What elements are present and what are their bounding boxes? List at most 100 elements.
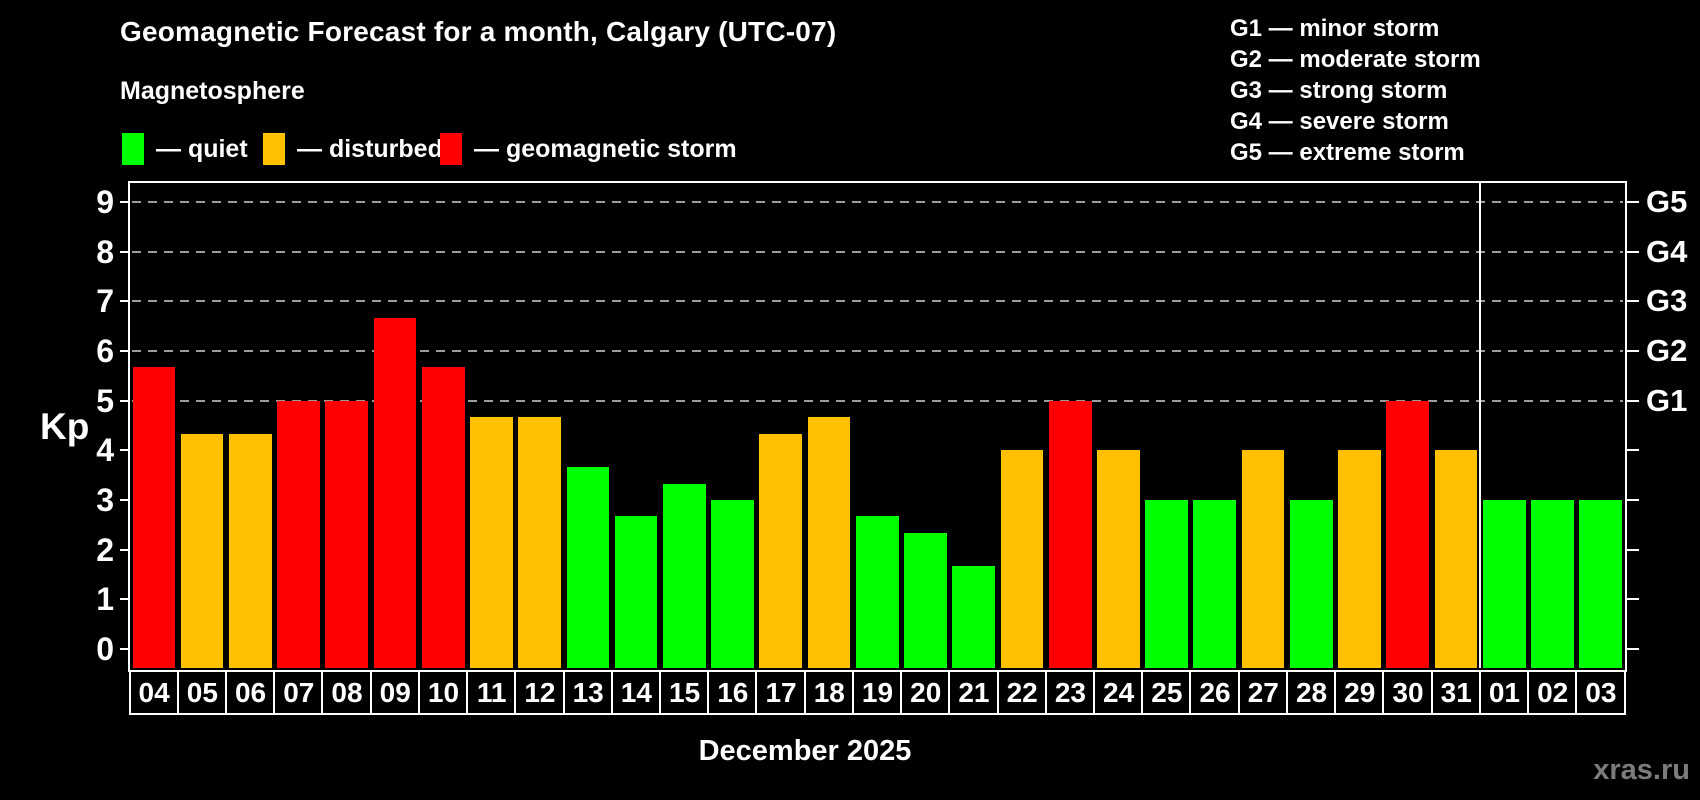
kp-bar-15 [662,483,706,668]
y-tick-left-0 [120,648,130,651]
kp-bar-14 [614,516,658,668]
disturbed-legend-label: — disturbed [297,135,443,163]
y-tick-label-3: 3 [96,482,114,519]
g-axis-label-g2: G2 [1646,332,1688,368]
x-axis-title: December 2025 [698,735,912,767]
y-tick-right-7 [1625,300,1639,303]
g5-legend-line: G5 — extreme storm [1230,139,1465,166]
y-tick-right-6 [1625,349,1639,352]
date-label-08: 08 [321,670,373,715]
watermark: xras.ru [1593,754,1690,786]
g-axis-label-g1: G1 [1646,382,1688,418]
date-label-02: 02 [1527,670,1579,715]
y-tick-label-9: 9 [96,183,114,220]
kp-bar-03 [1579,500,1622,668]
date-label-07: 07 [273,670,325,715]
date-label-31: 31 [1430,670,1482,715]
kp-bar-21 [952,566,996,668]
kp-bar-13 [566,466,610,668]
kp-gridline-6 [132,349,1623,352]
g1-legend-line: G1 — minor storm [1230,15,1440,42]
g2-legend-line: G2 — moderate storm [1230,46,1481,73]
kp-gridline-8 [132,250,1623,253]
date-label-25: 25 [1141,670,1193,715]
date-label-18: 18 [803,670,855,715]
y-tick-label-0: 0 [96,631,114,668]
y-tick-left-1 [120,598,130,601]
storm-legend-label: — geomagnetic storm [474,135,737,163]
date-label-27: 27 [1237,670,1289,715]
y-tick-right-9 [1625,200,1639,203]
y-tick-right-8 [1625,250,1639,253]
kp-bar-31 [1434,450,1478,668]
kp-bar-28 [1289,500,1333,668]
y-tick-left-7 [120,300,130,303]
date-label-24: 24 [1093,670,1145,715]
kp-bar-12 [518,417,562,668]
quiet-color-swatch [122,133,144,165]
y-tick-left-5 [120,399,130,402]
y-tick-left-6 [120,349,130,352]
kp-bar-23 [1048,400,1092,668]
kp-bar-08 [325,400,369,668]
date-label-11: 11 [466,670,518,715]
date-label-22: 22 [996,670,1048,715]
date-label-30: 30 [1382,670,1434,715]
kp-bar-29 [1338,450,1381,668]
date-label-13: 13 [562,670,614,715]
date-label-03: 03 [1575,670,1627,715]
y-tick-left-3 [120,499,130,502]
date-label-05: 05 [176,670,228,715]
y-tick-left-8 [120,250,130,253]
kp-bar-16 [711,500,754,668]
date-label-06: 06 [224,670,277,715]
y-tick-right-2 [1625,548,1639,551]
plot-area: 04 05 06 07 08 09 10 11 12 13 14 15 16 17 18 19 20 21 22 23… [96,181,1687,715]
y-tick-label-2: 2 [96,531,114,568]
disturbed-color-swatch [263,133,285,165]
kp-bar-19 [855,516,899,668]
date-label-10: 10 [417,670,470,715]
date-label-14: 14 [610,670,662,715]
y-tick-left-9 [120,200,130,203]
y-tick-right-3 [1625,499,1639,502]
y-tick-label-1: 1 [96,581,114,618]
date-label-12: 12 [514,670,566,715]
g-axis-label-g4: G4 [1646,233,1688,269]
date-label-23: 23 [1044,670,1096,715]
y-tick-left-2 [120,548,130,551]
g3-legend-line: G3 — strong storm [1230,77,1448,104]
kp-gridline-9 [132,200,1623,203]
kp-bar-10 [421,367,465,668]
kp-bar-05 [180,433,224,668]
y-tick-label-7: 7 [96,283,114,320]
date-label-04: 04 [128,670,180,715]
y-tick-right-1 [1625,598,1639,601]
date-label-26: 26 [1189,670,1241,715]
kp-bar-01 [1482,500,1526,668]
y-tick-right-0 [1625,648,1639,651]
date-label-15: 15 [658,670,711,715]
kp-bar-22 [1000,450,1044,668]
g-scale-legend: G1 — minor storm G2 — moderate storm G3 … [1230,13,1481,168]
date-label-01: 01 [1478,670,1531,715]
date-label-09: 09 [369,670,421,715]
y-tick-right-4 [1625,449,1639,452]
kp-bar-27 [1241,450,1285,668]
month-divider [1479,183,1482,668]
y-tick-label-8: 8 [96,233,114,270]
date-label-19: 19 [851,670,904,715]
page-title: Geomagnetic Forecast for a month, Calgar… [120,16,837,47]
y-tick-right-5 [1625,399,1639,402]
y-axis-title: Kp [40,406,90,447]
date-label-21: 21 [948,670,1000,715]
kp-bar-07 [277,400,320,668]
kp-bar-30 [1386,400,1430,668]
date-label-17: 17 [755,670,807,715]
g4-legend-line: G4 — severe storm [1230,108,1449,135]
kp-bar-17 [759,433,803,668]
color-legend: — quiet — disturbed — geomagnetic storm [0,133,1100,167]
g-axis-label-g3: G3 [1646,283,1688,319]
date-label-20: 20 [900,670,952,715]
